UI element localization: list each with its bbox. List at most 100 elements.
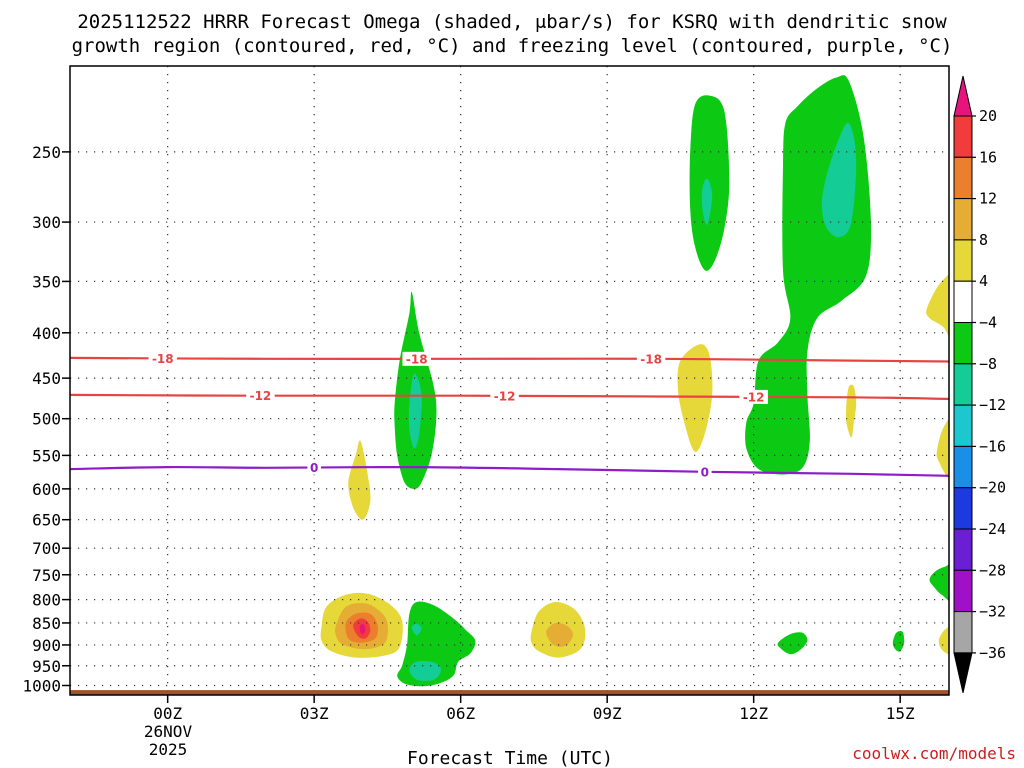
omega-area-magenta-04z [359,623,366,635]
colorbar-bin--8--4 [953,322,973,365]
plot-area: -18 -18 -18 -12 -12 -12 0 0 [69,65,950,696]
plot-frame [69,65,950,696]
y-tick-label-350: 350 [32,272,61,291]
colorbar-bin--20--16 [953,445,973,489]
omega-area-green-13z-low [777,632,808,655]
colorbar-tick-label-4: 4 [979,272,988,290]
y-tick-label-650: 650 [32,511,61,530]
colorbar-bin--24--20 [953,487,973,530]
y-tick-label-800: 800 [32,591,61,610]
y-tick-label-900: 900 [32,636,61,655]
y-tick-label-700: 700 [32,539,61,558]
colorbar-tick-label-10: −24 [979,520,1006,538]
colorbar-tick-label-11: −28 [979,561,1006,579]
y-tick-label-250: 250 [32,143,61,162]
contour-label--12-0: -12 [250,389,272,403]
omega-area-green-15z-low [892,630,905,652]
contour-label-bg--12-2 [739,389,768,404]
y-tick-label-400: 400 [32,324,61,343]
contour-label-bg--12-1 [490,388,519,403]
y-tick-label-1000: 1000 [22,676,61,695]
colorbar-tick-label-5: −4 [979,314,997,332]
contour-line--12 [70,393,949,400]
y-tick-label-950: 950 [32,657,61,676]
colorbar-top-arrow [953,75,973,117]
contour-label--12-1: -12 [494,389,516,403]
y-tick-label-300: 300 [32,213,61,232]
omega-area-teal-mid-05z [408,373,422,449]
omega-area-yellow-16z-low [938,626,949,656]
contour-label-bg--18-2 [636,351,666,366]
temperature-contours: -18 -18 -18 -12 -12 -12 0 0 [70,351,949,479]
omega-area-yellow-right-edge-mid [936,418,949,481]
colorbar-tick-label-0: 20 [979,107,997,125]
y-tick-label-750: 750 [32,566,61,585]
colorbar-bin--12--8 [953,363,973,406]
contour-label-0-0: 0 [310,461,318,475]
omega-shaded-areas [320,75,949,687]
colorbar-bin--28--24 [953,528,973,571]
colorbar-bin--4-4 [953,280,973,324]
colorbar-tick-label-12: −32 [979,603,1006,621]
colorbar-tick-label-9: −20 [979,479,1006,497]
colorbar-tick-label-2: 12 [979,190,997,208]
colorbar-bin--36--32 [953,611,973,654]
colorbar-tick-label-1: 16 [979,148,997,166]
colorbar-bottom-arrow [953,652,973,694]
chart-title-line-1: 2025112522 HRRR Forecast Omega (shaded, … [77,11,947,33]
y-axis-pressure-ticks: 250 300 350 400 450 500 550 600 650 700 750 800 850 9… [22,143,70,695]
contour-label-bg--12-0 [246,388,275,403]
contour-label--18-1: -18 [406,352,428,366]
y-tick-label-550: 550 [32,446,61,465]
terrain-band [70,690,949,695]
x-date-label-day: 26NOV [144,722,193,741]
chart-title-line-2: growth region (contoured, red, °C) and f… [72,35,953,57]
colorbar-bin-16-20 [953,115,973,158]
colorbar-tick-label-13: −36 [979,644,1006,662]
colorbar-tick-label-7: −12 [979,396,1006,414]
contour-line--18 [70,356,949,363]
x-tick-label-15Z: 15Z [886,704,915,723]
x-date-label-year: 2025 [149,740,188,759]
omega-area-yellow-11z [677,344,713,453]
colorbar-bin-8-12 [953,198,973,241]
omega-area-orange-08z [546,622,574,647]
x-tick-label-09Z: 09Z [593,704,622,723]
y-tick-label-600: 600 [32,480,61,499]
y-tick-label-450: 450 [32,369,61,388]
dotted-gridlines [70,66,949,695]
colorbar-tick-label-8: −16 [979,437,1006,455]
omega-area-yellow-right-edge-top [926,273,949,338]
contour-label--18-2: -18 [640,352,662,366]
colorbar-tick-label-3: 8 [979,231,988,249]
contour-label-bg-0-1 [698,464,712,479]
omega-area-yellow-04z [348,440,371,520]
omega-area-green-right-edge [929,564,949,602]
colorbar-bin--32--28 [953,569,973,613]
x-axis-label: Forecast Time (UTC) [407,748,613,768]
y-tick-label-850: 850 [32,614,61,633]
y-tick-label-500: 500 [32,410,61,429]
contour-label-bg-0-0 [307,460,321,475]
colorbar-bin-4-8 [953,239,973,282]
contour-line-0 [70,465,949,477]
omega-area-teal-low-05z [409,661,442,681]
contour-label--12-2: -12 [743,390,765,404]
colorbar-bin--16--12 [953,404,973,447]
colorbar-bin-12-16 [953,156,973,200]
x-tick-label-06Z: 06Z [446,704,475,723]
x-axis-time-ticks: 00Z 03Z 06Z 09Z 12Z 15Z [153,695,915,723]
x-tick-label-00Z: 00Z [153,704,182,723]
contour-label-0-1: 0 [701,465,709,479]
omega-area-teal-small-05z [411,623,422,636]
colorbar-tick-label-6: −8 [979,355,997,373]
x-tick-label-03Z: 03Z [300,704,329,723]
omega-area-teal-upper-13z [821,122,857,238]
contour-label-bg--18-0 [148,351,178,366]
omega-area-teal-upper-11z [701,178,713,225]
contour-label-bg--18-1 [402,351,431,366]
credit-text: coolwx.com/models [852,744,1016,763]
x-tick-label-12Z: 12Z [739,704,768,723]
contour-label--18-0: -18 [152,352,174,366]
